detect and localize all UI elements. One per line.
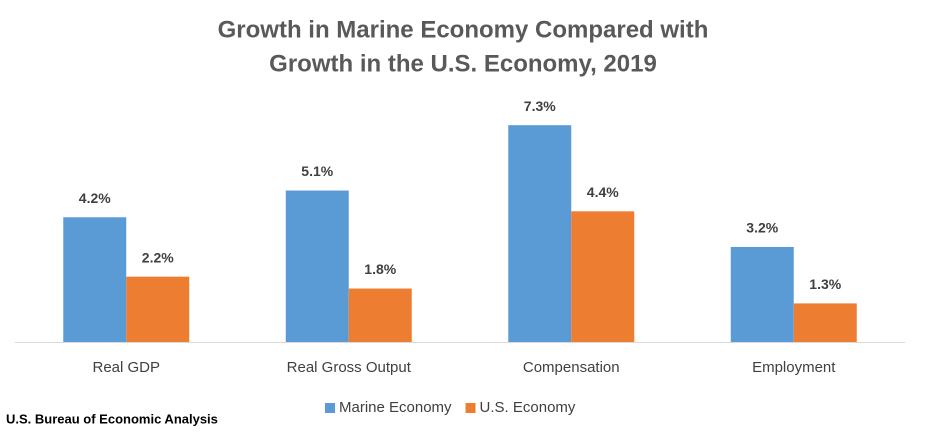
value-label: 4.4% (587, 184, 619, 200)
value-label: 3.2% (746, 220, 778, 236)
bar (126, 276, 190, 342)
x-tick-label: Employment (752, 359, 836, 376)
bar (285, 190, 349, 342)
bar (571, 211, 635, 342)
legend-label: Marine Economy (339, 399, 452, 416)
bar (793, 303, 857, 342)
chart-title: Growth in Marine Economy Compared with (218, 16, 709, 43)
source-note: U.S. Bureau of Economic Analysis (6, 411, 218, 426)
value-label: 1.8% (364, 261, 396, 277)
value-label: 1.3% (809, 276, 841, 292)
bar (63, 217, 127, 342)
bar (730, 246, 794, 342)
value-label: 4.2% (79, 190, 111, 206)
value-label: 2.2% (142, 249, 174, 265)
legend-label: U.S. Economy (480, 399, 576, 416)
bar (348, 288, 412, 342)
x-tick-label: Real GDP (92, 359, 160, 376)
bar (508, 125, 572, 342)
x-tick-label: Compensation (523, 359, 620, 376)
legend-swatch (465, 403, 476, 413)
chart-title: Growth in the U.S. Economy, 2019 (269, 50, 657, 77)
x-tick-label: Real Gross Output (287, 359, 412, 376)
legend-swatch (325, 403, 335, 413)
value-label: 5.1% (301, 163, 333, 179)
value-label: 7.3% (524, 98, 556, 114)
